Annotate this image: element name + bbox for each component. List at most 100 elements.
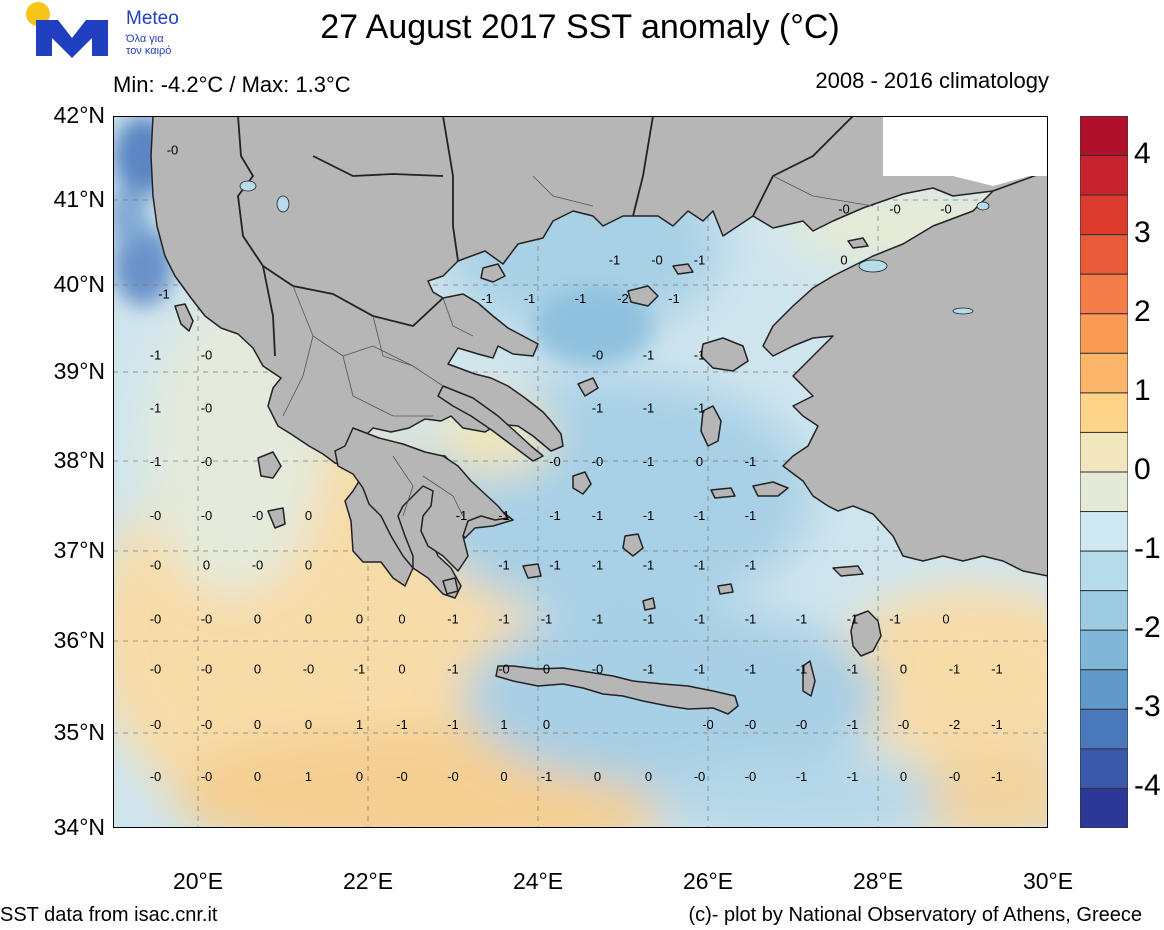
latitude-label: 34°N bbox=[53, 814, 105, 840]
contour-label: -0 bbox=[150, 558, 162, 573]
logo-tagline-2: τον καιρό bbox=[126, 45, 172, 57]
contour-label: 0 bbox=[942, 612, 949, 627]
colorbar-cell bbox=[1080, 116, 1128, 157]
corfu bbox=[174, 303, 194, 332]
contour-label: -0 bbox=[201, 401, 213, 416]
contour-label: -0 bbox=[889, 202, 901, 217]
contour-label: -0 bbox=[592, 454, 604, 469]
contour-label: -0 bbox=[150, 508, 162, 523]
contour-label: -0 bbox=[796, 717, 808, 732]
contour-label: -1 bbox=[549, 508, 561, 523]
contour-label: 0 bbox=[254, 769, 261, 784]
contour-label: -1 bbox=[643, 612, 655, 627]
contour-label: 1 bbox=[500, 717, 507, 732]
colorbar-cell bbox=[1080, 629, 1128, 671]
contour-label: -1 bbox=[694, 401, 706, 416]
contour-label: 0 bbox=[543, 717, 550, 732]
contour-label: 0 bbox=[500, 769, 507, 784]
contour-label: -1 bbox=[694, 348, 706, 363]
latitude-label: 40°N bbox=[53, 271, 105, 297]
colorbar-cell bbox=[1080, 550, 1128, 592]
contour-label: -0 bbox=[694, 769, 706, 784]
contour-label: -0 bbox=[702, 717, 714, 732]
limnos bbox=[627, 285, 659, 307]
colorbar-cell bbox=[1080, 352, 1128, 394]
contour-label: -0 bbox=[150, 769, 162, 784]
contour-label: -1 bbox=[694, 612, 706, 627]
kos bbox=[832, 565, 864, 577]
contour-label: -1 bbox=[889, 612, 901, 627]
longitude-label: 24°E bbox=[512, 868, 564, 894]
contour-label: -0 bbox=[201, 769, 213, 784]
contour-label: 0 bbox=[203, 558, 210, 573]
colorbar-cell bbox=[1080, 194, 1128, 236]
contour-label: -1 bbox=[481, 291, 493, 306]
contour-label: -0 bbox=[549, 454, 561, 469]
contour-label: 0 bbox=[254, 612, 261, 627]
contour-label: -1 bbox=[745, 508, 757, 523]
contour-label: -1 bbox=[592, 508, 604, 523]
contour-label: -1 bbox=[643, 508, 655, 523]
lesvos bbox=[700, 337, 749, 372]
contour-label: 0 bbox=[305, 612, 312, 627]
contour-label: -1 bbox=[643, 558, 655, 573]
meteo-logo bbox=[26, 2, 108, 58]
region-borders bbox=[282, 175, 874, 517]
milos bbox=[522, 563, 542, 579]
latitude-label: 36°N bbox=[53, 627, 105, 653]
map-title: 27 August 2017 SST anomaly (°C) bbox=[320, 8, 840, 46]
contour-label: -1 bbox=[643, 662, 655, 677]
contour-label: -1 bbox=[549, 558, 561, 573]
colorbar-label: 2 bbox=[1134, 294, 1151, 328]
longitude-label: 30°E bbox=[1022, 868, 1074, 894]
contour-label: -1 bbox=[991, 769, 1003, 784]
contour-label: 0 bbox=[254, 717, 261, 732]
colorbar-label: -4 bbox=[1134, 769, 1161, 803]
kythira bbox=[442, 577, 459, 595]
contour-label: -1 bbox=[498, 558, 510, 573]
colorbar-cell bbox=[1080, 313, 1128, 354]
contour-label: -1 bbox=[447, 662, 459, 677]
longitude-label: 28°E bbox=[852, 868, 904, 894]
thasos bbox=[480, 263, 506, 283]
contour-label: -0 bbox=[303, 662, 315, 677]
latitude-label: 39°N bbox=[53, 358, 105, 384]
contour-label: -0 bbox=[745, 769, 757, 784]
colorbar bbox=[1080, 116, 1128, 828]
peloponnese bbox=[334, 427, 509, 572]
contour-label: -0 bbox=[150, 717, 162, 732]
latitude-label: 41°N bbox=[53, 186, 105, 212]
colorbar-cell bbox=[1080, 669, 1128, 710]
contour-label: -1 bbox=[592, 401, 604, 416]
longitude-label: 22°E bbox=[342, 868, 394, 894]
contour-label: -0 bbox=[745, 717, 757, 732]
contour-label: 0 bbox=[900, 769, 907, 784]
contour-label: 0 bbox=[900, 662, 907, 677]
contour-label: -1 bbox=[498, 612, 510, 627]
contour-label: -1 bbox=[592, 558, 604, 573]
kefalonia bbox=[257, 451, 282, 479]
contour-label: 0 bbox=[305, 508, 312, 523]
contour-label: 0 bbox=[305, 717, 312, 732]
contour-value-labels: -0 -1 -1 -0 -1 -0 -1 -0 -0 -0 -0 0 -0 0 -0 0 -0 -0 0 0 0 0 -0 -… bbox=[150, 143, 1003, 784]
contour-label: -1 bbox=[150, 454, 162, 469]
contour-label: -1 bbox=[847, 662, 859, 677]
contour-label: 1 bbox=[305, 769, 312, 784]
contour-label: -1 bbox=[158, 287, 170, 302]
latitude-label: 35°N bbox=[53, 719, 105, 745]
contour-label: -1 bbox=[847, 612, 859, 627]
colorbar-label: -1 bbox=[1134, 532, 1161, 566]
contour-label: 0 bbox=[254, 662, 261, 677]
min-max-label: Min: -4.2°C / Max: 1.3°C bbox=[113, 72, 351, 97]
data-source: SST data from isac.cnr.it bbox=[0, 904, 218, 926]
colorbar-cell bbox=[1080, 590, 1128, 631]
contour-label: -1 bbox=[498, 508, 510, 523]
contour-label: -1 bbox=[541, 769, 553, 784]
astypalaia bbox=[717, 583, 734, 595]
contour-label: -1 bbox=[694, 558, 706, 573]
karpathos bbox=[802, 660, 816, 697]
contour-label: 0 bbox=[543, 662, 550, 677]
samos bbox=[752, 481, 789, 497]
rhodes bbox=[850, 610, 882, 657]
contour-label: -0 bbox=[201, 454, 213, 469]
